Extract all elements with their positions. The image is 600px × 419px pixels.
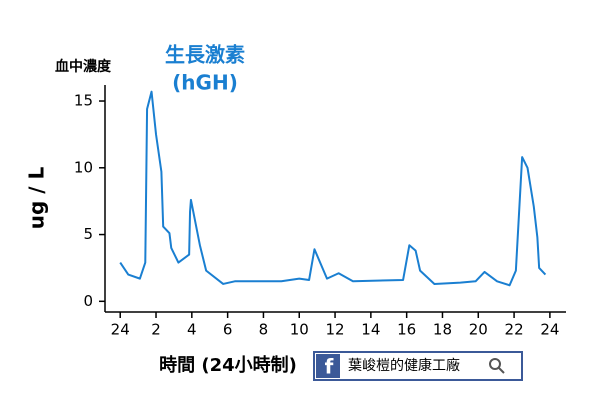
y-axis-label: ug / L xyxy=(25,166,49,229)
x-tick-label: 10 xyxy=(290,321,309,339)
x-tick-label: 2 xyxy=(151,321,161,339)
y-tick-label: 5 xyxy=(83,225,93,243)
y-axis-top-label: 血中濃度 xyxy=(55,58,112,75)
y-tick-label: 15 xyxy=(74,92,93,110)
x-tick-label: 6 xyxy=(223,321,233,339)
badge-icon: f xyxy=(325,355,334,379)
x-tick-label: 24 xyxy=(540,321,559,339)
x-axis-label: 時間 (24小時制) xyxy=(159,355,297,376)
x-tick-label: 4 xyxy=(187,321,197,339)
y-tick-label: 0 xyxy=(83,292,93,310)
data-line xyxy=(119,90,547,287)
x-tick-label: 18 xyxy=(433,321,452,339)
badge: f 葉峻榿的健康工廠 xyxy=(313,351,523,381)
x-tick-label: 20 xyxy=(469,321,488,339)
y-tick-label: 10 xyxy=(74,158,93,176)
badge-icon-bg xyxy=(316,354,340,378)
x-tick-label: 24 xyxy=(111,321,130,339)
chart-subtitle: (hGH) xyxy=(172,71,238,95)
x-tick-label: 14 xyxy=(361,321,380,339)
x-tick-label: 16 xyxy=(397,321,416,339)
x-tick-label: 12 xyxy=(326,321,345,339)
search-icon xyxy=(489,358,501,370)
search-icon-handle xyxy=(498,367,505,374)
chart-title: 生長激素 xyxy=(165,43,245,67)
badge-frame xyxy=(313,351,523,381)
badge-text: 葉峻榿的健康工廠 xyxy=(348,357,460,374)
x-tick-label: 22 xyxy=(505,321,524,339)
x-tick-label: 8 xyxy=(259,321,269,339)
